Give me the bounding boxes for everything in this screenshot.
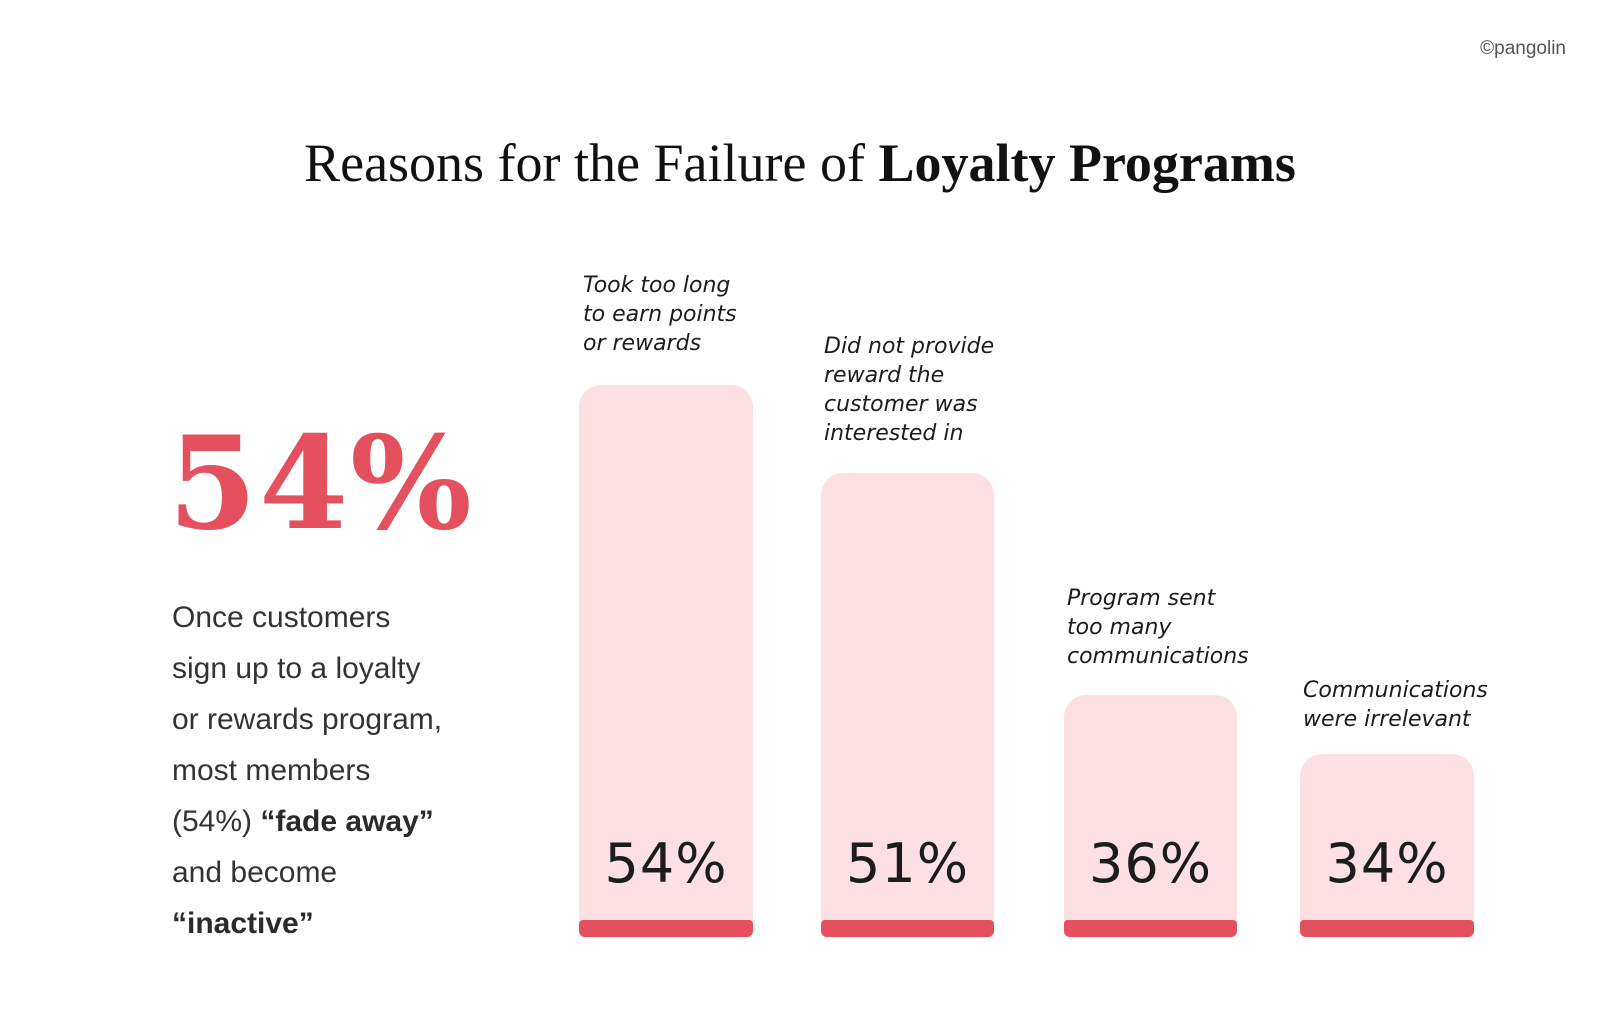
bar-label-line: customer was [824, 392, 978, 417]
bar-baseline-strip [1064, 920, 1237, 937]
bar-baseline-strip [1300, 920, 1474, 937]
desc-inactive: “inactive” [172, 907, 314, 940]
desc-line: or rewards program, [172, 703, 443, 736]
bar-value-1: 54% [604, 832, 728, 895]
highlight-description: Once customers sign up to a loyalty or r… [172, 592, 502, 949]
bar-4: 34% [1300, 754, 1474, 937]
desc-line: sign up to a loyalty [172, 652, 421, 685]
bar-label-line: Program sent [1067, 586, 1216, 611]
bar-label-line: communications [1067, 644, 1249, 669]
desc-line5-prefix: (54%) [172, 805, 261, 838]
bar-label-4: Communications were irrelevant [1303, 676, 1488, 734]
bar-value-4: 34% [1325, 832, 1449, 895]
bar-3: 36% [1064, 695, 1237, 937]
bar-label-line: or rewards [583, 331, 702, 356]
bar-label-line: Did not provide [824, 334, 995, 359]
bar-label-line: reward the [824, 363, 945, 388]
highlight-stat: 54% [168, 409, 474, 559]
chart-title: Reasons for the Failure of Loyalty Progr… [0, 132, 1600, 194]
bar-label-line: Communications [1303, 678, 1488, 703]
bar-baseline-strip [579, 920, 753, 937]
bar-label-line: to earn points [583, 302, 737, 327]
bar-1: 54% [579, 385, 753, 937]
desc-line: “inactive” [172, 898, 502, 949]
bar-label-line: too many [1067, 615, 1172, 640]
title-regular: Reasons for the Failure of [304, 133, 879, 193]
bar-label-2: Did not provide reward the customer was … [824, 332, 994, 448]
bar-value-3: 36% [1088, 832, 1213, 895]
bar-2: 51% [821, 473, 994, 937]
bar-label-line: interested in [824, 421, 964, 446]
desc-line: and become [172, 856, 338, 889]
credit-text: ©pangolin [1480, 38, 1566, 59]
bar-label-line: Took too long [583, 273, 731, 298]
desc-line: most members [172, 754, 371, 787]
desc-fade-away: “fade away” [260, 805, 434, 838]
desc-line: Once customers [172, 601, 391, 634]
title-bold: Loyalty Programs [878, 133, 1296, 193]
bar-label-line: were irrelevant [1303, 707, 1471, 732]
bar-label-1: Took too long to earn points or rewards [583, 271, 737, 358]
bar-value-2: 51% [845, 832, 970, 895]
bar-baseline-strip [821, 920, 994, 937]
bar-label-3: Program sent too many communications [1067, 584, 1249, 671]
desc-line: (54%) “fade away” [172, 796, 502, 847]
